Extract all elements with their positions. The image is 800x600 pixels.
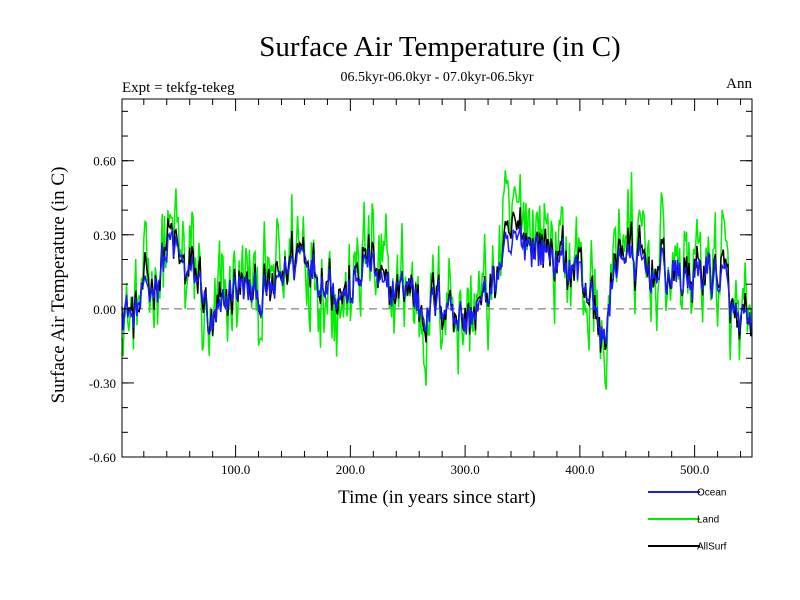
x-tick-label: 500.0 — [680, 462, 709, 477]
y-axis-label: Surface Air Temperature (in C) — [48, 167, 69, 404]
y-tick-label: 0.60 — [93, 154, 116, 169]
y-axis: -0.60 -0.30 0.00 0.30 0.60 — [89, 110, 752, 465]
x-axis-label: Time (in years since start) — [338, 487, 536, 508]
legend-label-land: Land — [697, 515, 719, 526]
x-tick-label: 100.0 — [221, 462, 250, 477]
plot-area — [121, 98, 753, 458]
legend-label-ocean: Ocean — [697, 488, 726, 499]
chart-title: Surface Air Temperature (in C) — [259, 31, 620, 63]
x-axis: 100.0 200.0 300.0 400.0 500.0 — [143, 99, 742, 477]
y-tick-label: -0.60 — [89, 450, 116, 465]
y-tick-label: 0.30 — [93, 228, 116, 243]
period-label: Ann — [726, 76, 752, 92]
x-tick-label: 300.0 — [450, 462, 479, 477]
chart-subtitle: 06.5kyr-06.0kyr - 07.0kyr-06.5kyr — [340, 70, 533, 85]
x-tick-label: 400.0 — [565, 462, 594, 477]
plot-frame — [121, 98, 753, 458]
series-line-ocean — [121, 225, 753, 346]
experiment-label: Expt = tekfg-tekeg — [122, 80, 235, 96]
legend-label-allsurf: AllSurf — [697, 542, 727, 553]
y-tick-label: 0.00 — [93, 302, 116, 317]
y-tick-label: -0.30 — [89, 376, 116, 391]
x-tick-label: 200.0 — [336, 462, 365, 477]
legend: Ocean Land AllSurf — [648, 488, 727, 553]
